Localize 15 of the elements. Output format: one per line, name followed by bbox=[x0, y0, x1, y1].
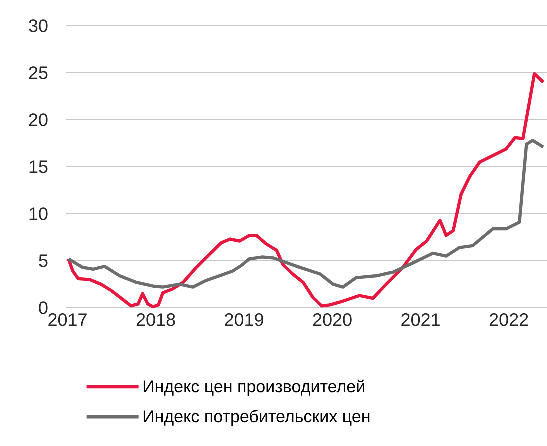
x-tick-label: 2019 bbox=[225, 314, 264, 326]
x-tick-label: 2021 bbox=[402, 314, 440, 326]
x-tick-label: 2017 bbox=[48, 314, 87, 326]
y-tick-label: 30 bbox=[29, 20, 48, 32]
legend-label: Индекс цен производителей bbox=[144, 380, 364, 396]
x-tick-label: 2018 bbox=[136, 314, 176, 326]
x-tick-label: 2020 bbox=[313, 314, 352, 326]
x-tick-label: 2022 bbox=[490, 314, 528, 326]
y-tick-label: 25 bbox=[29, 66, 48, 80]
y-tick-label: 20 bbox=[29, 114, 48, 126]
y-tick-label: 5 bbox=[39, 254, 48, 268]
y-tick-label: 0 bbox=[39, 302, 48, 314]
y-tick-label: 15 bbox=[30, 160, 48, 174]
legend-label: Индекс потребительских цен bbox=[144, 410, 370, 426]
y-tick-label: 10 bbox=[30, 208, 48, 220]
